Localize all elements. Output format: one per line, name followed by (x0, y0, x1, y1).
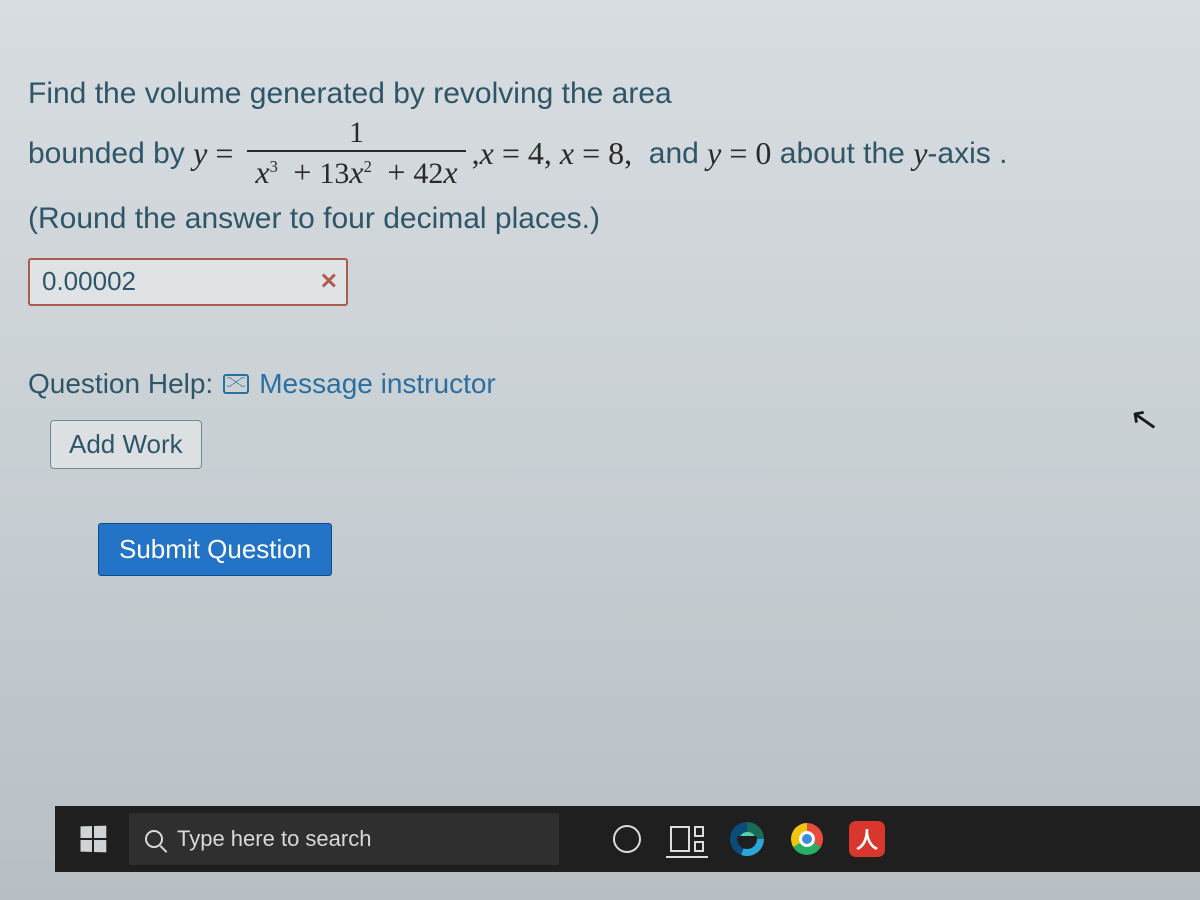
x1-value: 4 (528, 128, 544, 179)
start-button[interactable] (65, 811, 121, 867)
cortana-icon (613, 825, 641, 853)
y0-value: 0 (755, 128, 771, 179)
taskbar-icons: 人 (599, 811, 895, 867)
edge-icon (730, 822, 764, 856)
question-text-line2: bounded by y = 1 x3 + 13x2 + 42x , x = 4… (28, 118, 1172, 189)
chrome-button[interactable] (779, 811, 835, 867)
and-text: and (632, 130, 707, 178)
windows-logo-icon (81, 826, 107, 853)
message-instructor-link[interactable]: Message instructor (259, 362, 496, 407)
search-placeholder: Type here to search (177, 826, 371, 852)
math-eq1: = (207, 128, 241, 179)
adobe-button[interactable]: 人 (839, 811, 895, 867)
math-x1: x (480, 128, 494, 179)
fraction-denominator: x3 + 13x2 + 42x (247, 150, 465, 189)
fraction: 1 x3 + 13x2 + 42x (247, 118, 465, 189)
axis-suffix: -axis . (927, 130, 1007, 178)
bounded-by-label: bounded by (28, 130, 193, 178)
add-work-button[interactable]: Add Work (50, 420, 202, 469)
fraction-numerator: 1 (341, 118, 372, 150)
comma1: , (472, 128, 480, 179)
edge-button[interactable] (719, 811, 775, 867)
mail-icon (223, 374, 249, 394)
question-panel: Find the volume generated by revolving t… (0, 0, 1200, 576)
windows-taskbar: Type here to search 人 (55, 806, 1200, 872)
taskbar-search[interactable]: Type here to search (129, 813, 559, 865)
question-help-label: Question Help: (28, 362, 213, 407)
cortana-button[interactable] (599, 811, 655, 867)
axis-var: y (913, 128, 927, 179)
search-icon (145, 830, 163, 848)
submit-question-button[interactable]: Submit Question (98, 523, 332, 576)
question-text-line1: Find the volume generated by revolving t… (28, 70, 1172, 118)
answer-input[interactable] (28, 258, 348, 306)
math-y: y (193, 128, 207, 179)
round-note: (Round the answer to four decimal places… (28, 195, 1172, 243)
task-view-icon (670, 826, 704, 852)
math-y0: y (707, 128, 721, 179)
math-x2: x (560, 128, 574, 179)
x2-value: 8 (608, 128, 624, 179)
incorrect-x-icon[interactable]: ✕ (320, 264, 338, 299)
answer-row: ✕ (28, 257, 1172, 306)
about-text: about the (771, 130, 913, 178)
adobe-icon: 人 (849, 821, 885, 857)
question-help-row: Question Help: Message instructor (28, 362, 1172, 407)
task-view-button[interactable] (659, 811, 715, 867)
chrome-icon (791, 823, 823, 855)
